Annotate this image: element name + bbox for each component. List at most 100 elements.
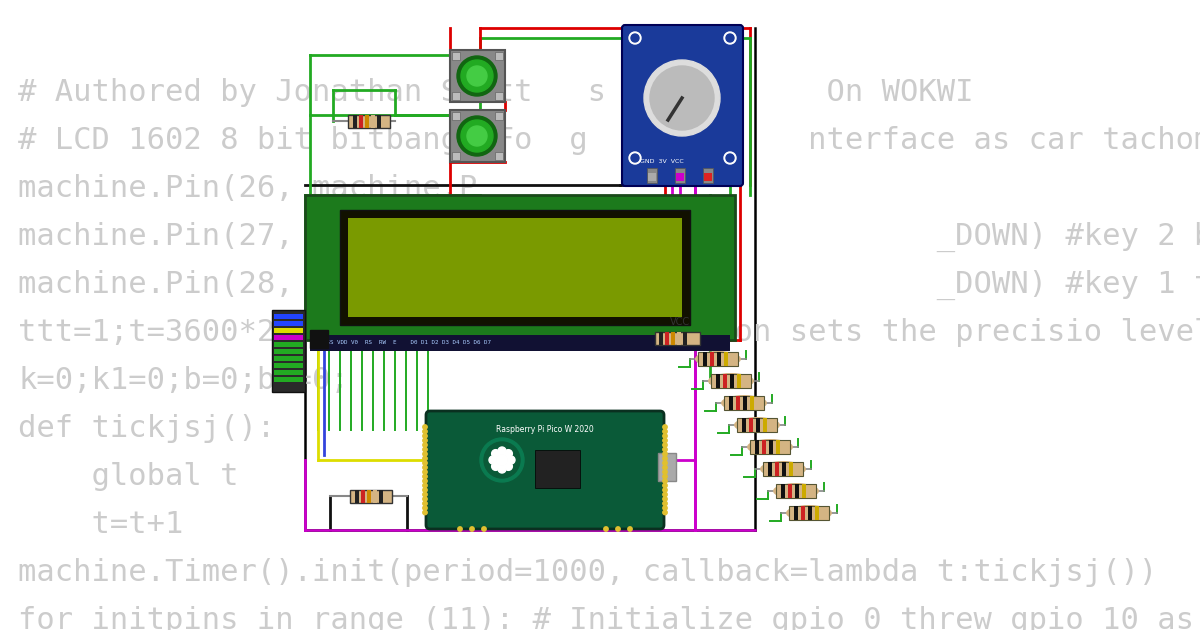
- Bar: [743, 396, 746, 410]
- Circle shape: [616, 527, 620, 531]
- Bar: [310, 335, 730, 351]
- Circle shape: [467, 66, 487, 86]
- Bar: [655, 332, 700, 345]
- Bar: [716, 374, 720, 388]
- Text: def tickjsj():: def tickjsj():: [18, 414, 275, 443]
- Bar: [762, 440, 766, 454]
- Bar: [782, 462, 786, 476]
- Circle shape: [422, 506, 427, 510]
- Circle shape: [662, 501, 667, 506]
- Bar: [763, 418, 767, 432]
- Bar: [718, 352, 721, 366]
- Bar: [788, 484, 792, 498]
- Circle shape: [662, 461, 667, 465]
- Bar: [377, 115, 382, 128]
- Bar: [710, 352, 714, 366]
- Circle shape: [726, 154, 734, 162]
- Circle shape: [662, 443, 667, 447]
- Bar: [350, 490, 392, 503]
- Bar: [274, 363, 302, 368]
- Bar: [790, 506, 829, 520]
- Bar: [305, 195, 734, 340]
- Bar: [496, 52, 503, 60]
- Bar: [496, 152, 503, 160]
- Circle shape: [422, 456, 427, 461]
- Circle shape: [662, 452, 667, 456]
- Circle shape: [498, 465, 506, 473]
- Bar: [379, 490, 383, 503]
- Ellipse shape: [734, 417, 780, 433]
- Bar: [698, 352, 738, 366]
- Bar: [776, 484, 816, 498]
- Ellipse shape: [721, 395, 767, 411]
- Bar: [310, 330, 328, 348]
- Circle shape: [628, 527, 632, 531]
- Bar: [724, 396, 764, 410]
- Bar: [274, 349, 302, 354]
- Bar: [742, 418, 746, 432]
- Circle shape: [662, 488, 667, 492]
- Text: machine.Pin(27, machine.P                         _DOWN) #key 2 bottom k: machine.Pin(27, machine.P _DOWN) #key 2 …: [18, 222, 1200, 252]
- Bar: [677, 332, 682, 345]
- Circle shape: [726, 34, 734, 42]
- Bar: [756, 418, 760, 432]
- Circle shape: [422, 438, 427, 443]
- Bar: [710, 374, 751, 388]
- Bar: [274, 377, 302, 382]
- Bar: [373, 490, 377, 503]
- Circle shape: [484, 442, 520, 478]
- Text: t=t+1: t=t+1: [18, 510, 184, 539]
- Bar: [724, 352, 728, 366]
- Bar: [763, 462, 803, 476]
- Ellipse shape: [708, 373, 754, 389]
- Circle shape: [490, 456, 497, 464]
- Circle shape: [422, 452, 427, 456]
- Circle shape: [458, 527, 462, 531]
- Bar: [768, 462, 772, 476]
- Circle shape: [457, 56, 497, 96]
- Circle shape: [422, 488, 427, 492]
- Circle shape: [662, 438, 667, 443]
- Circle shape: [457, 116, 497, 156]
- Bar: [750, 440, 790, 454]
- Circle shape: [496, 454, 508, 466]
- Circle shape: [470, 527, 474, 531]
- Bar: [781, 484, 785, 498]
- Bar: [274, 314, 302, 319]
- Circle shape: [422, 425, 427, 429]
- Circle shape: [662, 456, 667, 461]
- Circle shape: [422, 461, 427, 465]
- Bar: [671, 332, 674, 345]
- Bar: [353, 115, 358, 128]
- Circle shape: [492, 450, 499, 457]
- Circle shape: [724, 152, 736, 164]
- Text: # Authored by Jonathan Scott   s the g      On WOKWI: # Authored by Jonathan Scott s the g On …: [18, 78, 973, 107]
- Bar: [355, 490, 359, 503]
- Bar: [274, 335, 302, 340]
- Circle shape: [662, 492, 667, 496]
- Bar: [274, 356, 302, 361]
- Circle shape: [629, 32, 641, 44]
- Circle shape: [467, 126, 487, 146]
- Circle shape: [662, 479, 667, 483]
- Text: GND  3V  VCC: GND 3V VCC: [640, 159, 684, 164]
- FancyBboxPatch shape: [622, 25, 743, 186]
- Bar: [815, 506, 818, 520]
- Circle shape: [662, 425, 667, 429]
- Text: ttt=1;t=3600*24*366              # python sets the precisio level wh: ttt=1;t=3600*24*366 # python sets the pr…: [18, 318, 1200, 347]
- Circle shape: [629, 152, 641, 164]
- Bar: [452, 92, 460, 100]
- Circle shape: [422, 483, 427, 488]
- Bar: [790, 462, 793, 476]
- Bar: [496, 92, 503, 100]
- Bar: [775, 462, 779, 476]
- Bar: [703, 352, 707, 366]
- Circle shape: [422, 434, 427, 438]
- Circle shape: [662, 447, 667, 452]
- Text: # LCD 1602 8 bit bitbang  Fo  g   l pur    nterface as car tachometer vс: # LCD 1602 8 bit bitbang Fo g l pur nter…: [18, 126, 1200, 155]
- Bar: [665, 332, 670, 345]
- Text: k=0;k1=0;b=0;b1=0;: k=0;k1=0;b=0;b1=0;: [18, 366, 349, 395]
- Bar: [794, 506, 798, 520]
- Circle shape: [422, 497, 427, 501]
- Circle shape: [422, 429, 427, 433]
